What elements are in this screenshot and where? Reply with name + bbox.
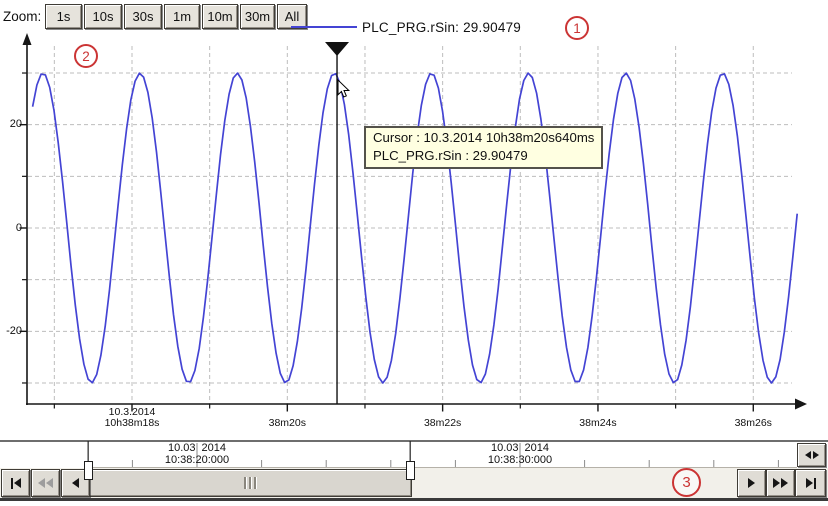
rewind-button[interactable] — [31, 469, 60, 497]
legend-series-label: PLC_PRG.rSin: 29.90479 — [362, 20, 521, 35]
overview-time-right: 10:38:30:000 — [487, 453, 553, 466]
overview-year-right: 2014 — [524, 442, 549, 454]
annotation-circle-1: 1 — [565, 16, 589, 40]
zoom-button-30s[interactable]: 30s — [124, 4, 162, 29]
zoom-button-10s[interactable]: 10s — [84, 4, 122, 29]
go-last-icon — [805, 478, 813, 488]
go-last-button[interactable] — [795, 469, 826, 497]
fast-forward-icon — [773, 478, 780, 488]
y-tick-label: -20 — [6, 324, 22, 337]
y-tick-label: 20 — [9, 118, 22, 131]
rewind-icon — [46, 478, 53, 488]
timeline-scrollbar-thumb[interactable] — [88, 469, 412, 497]
x-tick-label: 38m26s — [734, 417, 772, 429]
fit-horizontal-button[interactable] — [797, 443, 826, 467]
trace-cursor-handle[interactable] — [325, 42, 350, 56]
thumb-grip-icon — [254, 477, 256, 489]
y-axis-arrow-icon — [22, 33, 32, 45]
zoom-label: Zoom: — [3, 9, 42, 24]
overview-year-left: 2014 — [201, 442, 226, 454]
mouse-pointer-icon — [337, 78, 351, 98]
fit-right-arrow-icon — [812, 451, 819, 459]
zoom-button-1m[interactable]: 1m — [164, 4, 200, 29]
fast-forward-icon — [781, 478, 788, 488]
x-axis-arrow-icon — [795, 398, 807, 410]
x-tick-label: 38m20s — [268, 417, 306, 429]
fast-forward-button[interactable] — [766, 469, 795, 497]
x-tick-label: 10.3.2014 10h38m18s — [104, 406, 160, 429]
go-first-icon — [10, 477, 13, 489]
overview-timestamp-left: 10.03 2014 10:38:20:000 — [132, 442, 262, 466]
overview-time-left: 10:38:20:000 — [164, 453, 230, 466]
step-forward-icon — [748, 478, 755, 488]
tooltip-cursor-value: PLC_PRG.rSin : 29.90479 — [373, 148, 528, 163]
tooltip-cursor-time: Cursor : 10.3.2014 10h38m20s640ms — [373, 130, 595, 145]
zoom-button-1s[interactable]: 1s — [45, 4, 82, 29]
trace-toolbar: Zoom: 1s 10s 30s 1m 10m 30m All — [0, 0, 828, 36]
y-tick-label: 0 — [15, 221, 22, 234]
overview-date-left: 10.03 — [167, 442, 196, 454]
overview-date-right: 10.03 — [490, 442, 519, 454]
zoom-button-10m[interactable]: 10m — [202, 4, 238, 29]
thumb-grip-icon — [249, 477, 251, 489]
view-range-handle-left[interactable] — [83, 461, 93, 480]
x-tick-label: 38m22s — [423, 417, 462, 429]
annotation-circle-3: 3 — [672, 468, 701, 497]
thumb-grip-icon — [244, 477, 246, 489]
go-first-button[interactable] — [1, 469, 30, 497]
annotation-circle-2: 2 — [74, 44, 98, 68]
cursor-tooltip: Cursor : 10.3.2014 10h38m20s640ms PLC_PR… — [364, 126, 604, 169]
window-bottom-edge — [0, 498, 828, 501]
x-tick-label: 38m24s — [579, 417, 617, 429]
step-forward-button[interactable] — [737, 469, 766, 497]
overview-timestamp-right: 10.03 2014 10:38:30:000 — [455, 442, 585, 466]
legend-line-swatch — [291, 26, 357, 28]
zoom-button-30m[interactable]: 30m — [240, 4, 275, 29]
go-last-icon — [813, 477, 816, 489]
go-first-icon — [13, 478, 21, 488]
view-range-handle-right[interactable] — [405, 461, 415, 480]
step-back-icon — [72, 478, 79, 488]
rewind-icon — [38, 478, 45, 488]
zoom-button-all[interactable]: All — [277, 4, 307, 29]
zoom-button-group: 1s 10s 30s 1m 10m 30m All — [45, 4, 307, 29]
fit-left-arrow-icon — [804, 451, 811, 459]
